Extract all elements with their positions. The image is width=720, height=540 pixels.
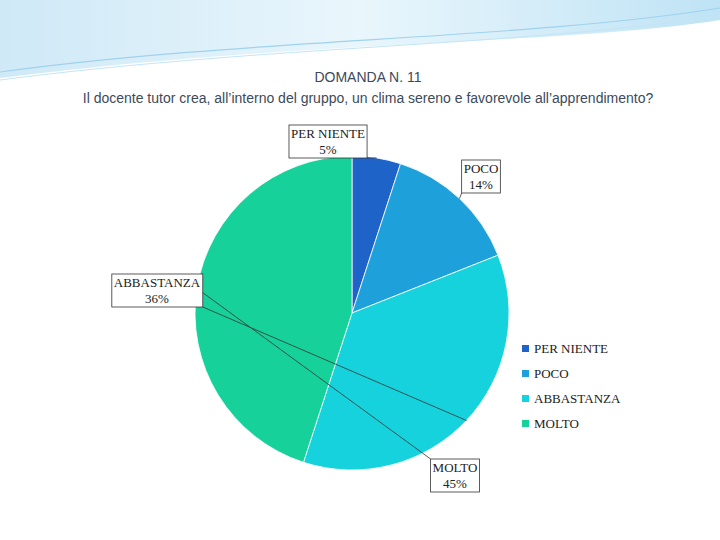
legend-label: POCO xyxy=(534,366,569,381)
legend-label: ABBASTANZA xyxy=(534,391,621,406)
legend: PER NIENTE POCO ABBASTANZA MOLTO xyxy=(522,341,621,431)
chart-subtitle: Il docente tutor crea, all’interno del g… xyxy=(83,90,654,106)
leader-line xyxy=(203,307,467,420)
legend-label: PER NIENTE xyxy=(534,341,608,356)
label-box xyxy=(112,274,203,307)
legend-swatch xyxy=(522,420,529,427)
chart-title: DOMANDA N. 11 xyxy=(314,69,421,85)
pie-slice xyxy=(195,156,352,462)
legend-swatch xyxy=(522,345,529,352)
label-name: PER NIENTE xyxy=(291,126,365,141)
chart-container: DOMANDA N. 11 Il docente tutor crea, all’… xyxy=(0,0,720,540)
data-labels: PER NIENTE5% POCO14% ABBASTANZA36% MOLTO45% xyxy=(112,125,501,492)
label-value: 5% xyxy=(319,142,337,157)
label-box xyxy=(431,459,480,492)
pie xyxy=(195,156,509,470)
chart-svg: DOMANDA N. 11 Il docente tutor crea, all’… xyxy=(0,0,720,540)
label-box xyxy=(289,125,367,158)
label-name: ABBASTANZA xyxy=(114,275,201,290)
data-label: POCO14% xyxy=(462,160,501,193)
legend-swatch xyxy=(522,370,529,377)
label-value: 45% xyxy=(443,476,467,491)
label-name: POCO xyxy=(464,161,499,176)
data-label: MOLTO45% xyxy=(431,459,480,492)
header-swoosh xyxy=(0,8,720,72)
leader-line xyxy=(367,157,376,158)
label-name: MOLTO xyxy=(433,460,478,475)
label-value: 14% xyxy=(469,177,493,192)
header-band xyxy=(0,0,720,78)
legend-swatch xyxy=(522,395,529,402)
legend-label: MOLTO xyxy=(534,416,579,431)
data-label: ABBASTANZA36% xyxy=(112,274,203,307)
leader-line xyxy=(459,193,461,199)
leader-line xyxy=(197,288,431,459)
label-box xyxy=(462,160,501,193)
label-value: 36% xyxy=(145,291,169,306)
data-label: PER NIENTE5% xyxy=(289,125,367,158)
